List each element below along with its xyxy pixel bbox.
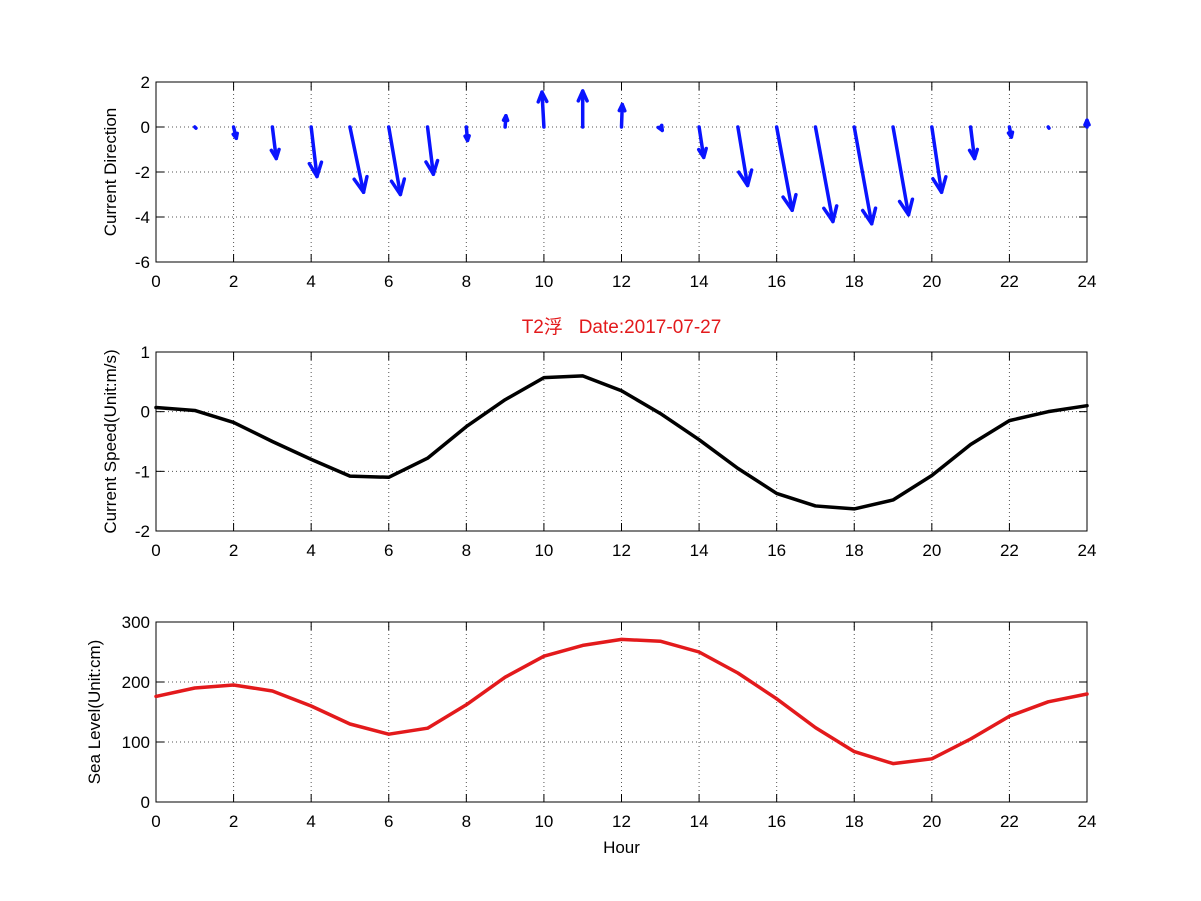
direction-arrow [1083, 118, 1091, 129]
direction-x-tick-label: 16 [767, 272, 786, 291]
direction-x-tick-label: 24 [1078, 272, 1097, 291]
direction-y-tick-label: 0 [141, 118, 150, 137]
speed-x-tick-label: 2 [229, 541, 238, 560]
direction-arrow [656, 123, 664, 133]
sealevel-x-axis-label: Hour [603, 838, 640, 857]
sealevel-x-tick-label: 4 [306, 812, 315, 831]
direction-x-tick-label: 22 [1000, 272, 1019, 291]
direction-arrow [1046, 125, 1051, 130]
speed-x-tick-label: 6 [384, 541, 393, 560]
direction-x-tick-label: 14 [690, 272, 709, 291]
direction-arrow [696, 125, 708, 160]
direction-y-tick-label: -6 [135, 253, 150, 272]
speed-y-tick-label: -2 [135, 522, 150, 541]
direction-arrow [774, 125, 798, 212]
direction-arrow [736, 125, 754, 188]
speed-x-tick-label: 12 [612, 541, 631, 560]
direction-x-tick-label: 12 [612, 272, 631, 291]
direction-y-tick-label: -4 [135, 208, 150, 227]
direction-arrow [813, 125, 839, 224]
speed-x-tick-label: 14 [690, 541, 709, 560]
direction-arrow [576, 89, 589, 129]
direction-arrow [424, 125, 440, 176]
direction-arrow [231, 125, 239, 140]
direction-arrow [930, 125, 948, 194]
direction-y-tick-label: 2 [141, 73, 150, 92]
sealevel-y-axis-label: Sea Level(Unit:cm) [85, 640, 104, 785]
chart-title: T2浮 Date:2017-07-27 [522, 316, 722, 338]
direction-x-tick-label: 0 [151, 272, 160, 291]
direction-arrow [891, 125, 915, 217]
speed-x-tick-label: 4 [306, 541, 315, 560]
speed-y-tick-label: 0 [141, 403, 150, 422]
direction-x-tick-label: 10 [534, 272, 553, 291]
sealevel-y-tick-label: 0 [141, 793, 150, 812]
direction-arrow [463, 125, 471, 143]
sealevel-x-tick-label: 22 [1000, 812, 1019, 831]
direction-x-tick-label: 6 [384, 272, 393, 291]
speed-series-line [154, 374, 1089, 511]
sealevel-series-line [154, 637, 1089, 766]
speed-x-tick-label: 24 [1078, 541, 1097, 560]
sealevel-x-tick-label: 10 [534, 812, 553, 831]
speed-y-axis-label: Current Speed(Unit:m/s) [101, 349, 120, 533]
direction-x-tick-label: 18 [845, 272, 864, 291]
direction-arrow [269, 125, 281, 161]
direction-arrow [967, 125, 980, 161]
sealevel-x-tick-label: 24 [1078, 812, 1097, 831]
sealevel-x-tick-label: 12 [612, 812, 631, 831]
direction-arrow [536, 90, 549, 129]
speed-x-tick-label: 0 [151, 541, 160, 560]
sealevel-x-tick-label: 2 [229, 812, 238, 831]
sealevel-x-tick-label: 8 [462, 812, 471, 831]
sealevel-x-tick-label: 16 [767, 812, 786, 831]
direction-x-tick-label: 4 [306, 272, 315, 291]
speed-x-tick-label: 18 [845, 541, 864, 560]
speed-y-tick-label: -1 [135, 462, 150, 481]
direction-x-tick-label: 2 [229, 272, 238, 291]
direction-arrow [1006, 125, 1015, 139]
sealevel-y-tick-label: 200 [122, 673, 150, 692]
direction-arrow [193, 125, 198, 130]
speed-y-tick-label: 1 [141, 343, 150, 362]
direction-arrow [307, 125, 324, 179]
sealevel-y-tick-label: 100 [122, 733, 150, 752]
sealevel-x-tick-label: 0 [151, 812, 160, 831]
sealevel-x-tick-label: 6 [384, 812, 393, 831]
speed-x-tick-label: 22 [1000, 541, 1019, 560]
speed-x-tick-label: 20 [922, 541, 941, 560]
sealevel-x-tick-label: 14 [690, 812, 709, 831]
direction-arrow [852, 125, 878, 226]
speed-x-tick-label: 10 [534, 541, 553, 560]
sealevel-y-tick-label: 300 [122, 613, 150, 632]
direction-arrow [387, 125, 407, 197]
sealevel-x-tick-label: 18 [845, 812, 864, 831]
speed-x-tick-label: 8 [462, 541, 471, 560]
direction-x-tick-label: 20 [922, 272, 941, 291]
direction-arrow [348, 125, 369, 194]
direction-x-tick-label: 8 [462, 272, 471, 291]
direction-y-axis-label: Current Direction [101, 108, 120, 237]
direction-y-tick-label: -2 [135, 163, 150, 182]
speed-x-tick-label: 16 [767, 541, 786, 560]
sealevel-x-tick-label: 20 [922, 812, 941, 831]
direction-arrow [617, 102, 627, 129]
direction-arrow [501, 114, 510, 129]
